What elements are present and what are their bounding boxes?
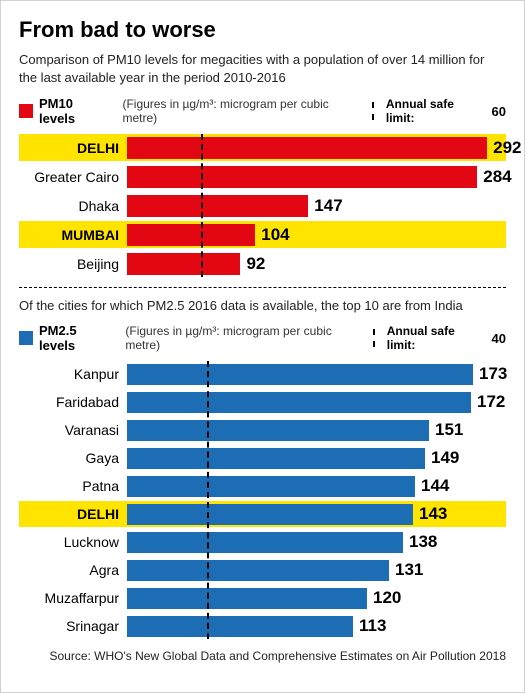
pm10-row: DELHI292 [19,134,506,161]
legend-separator [373,329,375,347]
pm10-bar [127,195,308,217]
pm10-bar-area: 147 [127,192,506,219]
pm25-bar [127,560,389,581]
pm25-bar-value: 173 [479,364,507,384]
pm25-row: Varanasi 151 [19,417,506,443]
pm25-bar [127,588,367,609]
pm25-row-label: Gaya [19,450,127,466]
pm25-row: Gaya 149 [19,445,506,471]
pm25-bar-value: 131 [395,560,423,580]
pm25-bar-value: 120 [373,588,401,608]
pm25-row-label: Muzaffarpur [19,590,127,606]
pm25-bar-area: 113 [127,613,506,639]
pm10-bar-area: 284 [127,163,512,190]
pm10-row: Dhaka 147 [19,192,506,219]
pm25-bar [127,420,429,441]
pm25-bar-area: 144 [127,473,506,499]
pm10-bar [127,166,477,188]
pm25-row: Agra 131 [19,557,506,583]
pm10-bar [127,224,255,246]
pm25-row: Muzaffarpur 120 [19,585,506,611]
pm25-bar-area: 149 [127,445,506,471]
pm25-row: Faridabad 172 [19,389,506,415]
pm10-legend-note: (Figures in µg/m³: microgram per cubic m… [122,97,365,125]
pm10-legend-label: PM10 levels [39,96,112,126]
pm10-bar-value: 292 [493,138,521,158]
pm10-color-swatch [19,104,33,118]
pm25-bar [127,392,471,413]
pm10-row-label: Beijing [19,256,127,272]
pm10-row-label: Dhaka [19,198,127,214]
pm25-row: Srinagar 113 [19,613,506,639]
pm25-bar [127,504,413,525]
pm10-row: Greater Cairo284 [19,163,506,190]
pm25-bar-value: 113 [359,616,386,636]
infographic-container: From bad to worse Comparison of PM10 lev… [0,0,525,693]
pm25-row-label: DELHI [19,506,127,522]
pm10-bar-value: 147 [314,196,342,216]
source-text: Source: WHO's New Global Data and Compre… [19,649,506,663]
pm25-bar-area: 120 [127,585,506,611]
section-divider [19,287,506,288]
pm25-row: Kanpur 173 [19,361,506,387]
pm25-color-swatch [19,331,33,345]
pm25-bar-value: 138 [409,532,437,552]
pm25-bar-value: 172 [477,392,505,412]
pm25-bar [127,364,473,385]
pm10-safe-label: Annual safe limit: [386,97,486,125]
pm25-safe-label: Annual safe limit: [387,324,486,352]
pm10-safe-limit-line [201,134,203,277]
pm25-chart: Kanpur 173 Faridabad 172 Varanasi 151 Gaya 149 P… [19,361,506,639]
pm25-safe-value: 40 [492,331,506,346]
pm25-row-label: Lucknow [19,534,127,550]
pm25-bar-area: 138 [127,529,506,555]
pm25-bar [127,616,353,637]
pm25-bar-value: 143 [419,504,447,524]
pm25-legend-note: (Figures in µg/m³: microgram per cubic m… [125,324,366,352]
pm10-bar-area: 104 [127,221,506,248]
pm25-row-label: Agra [19,562,127,578]
mid-description: Of the cities for which PM2.5 2016 data … [19,298,506,313]
pm10-bar-value: 284 [483,167,511,187]
pm25-row: Lucknow 138 [19,529,506,555]
pm10-bar-value: 104 [261,225,289,245]
pm25-row-label: Patna [19,478,127,494]
pm25-row: Patna 144 [19,473,506,499]
legend-separator [372,102,374,120]
pm25-bar [127,532,403,553]
pm25-bar-value: 149 [431,448,459,468]
pm25-bar-area: 143 [127,501,506,527]
pm10-row: Beijing 92 [19,250,506,277]
pm25-row-label: Varanasi [19,422,127,438]
pm25-bar-value: 144 [421,476,449,496]
pm10-legend: PM10 levels (Figures in µg/m³: microgram… [19,96,506,126]
page-subtitle: Comparison of PM10 levels for megacities… [19,51,506,86]
pm10-chart: DELHI292Greater Cairo284 Dhaka 147 MUMBAI 10… [19,134,506,277]
pm25-row-label: Kanpur [19,366,127,382]
pm10-safe-value: 60 [492,104,506,119]
pm10-bar-area: 292 [127,134,522,161]
pm25-bar [127,476,415,497]
pm10-bar [127,253,240,275]
pm25-row-label: Faridabad [19,394,127,410]
pm10-row-label: Greater Cairo [19,169,127,185]
pm25-legend-label: PM2.5 levels [39,323,115,353]
pm10-bar [127,137,487,159]
pm25-legend: PM2.5 levels (Figures in µg/m³: microgra… [19,323,506,353]
pm10-row-label: DELHI [19,140,127,156]
pm10-row-label: MUMBAI [19,227,127,243]
pm10-bar-area: 92 [127,250,506,277]
pm10-row: MUMBAI 104 [19,221,506,248]
pm25-bar-area: 173 [127,361,507,387]
pm25-bar-value: 151 [435,420,463,440]
pm25-bar-area: 172 [127,389,506,415]
pm25-bar-area: 151 [127,417,506,443]
pm25-bar-area: 131 [127,557,506,583]
page-title: From bad to worse [19,17,506,43]
pm10-bar-value: 92 [246,254,265,274]
pm25-safe-limit-line [207,361,209,639]
pm25-bar [127,448,425,469]
pm25-row: DELHI 143 [19,501,506,527]
pm25-row-label: Srinagar [19,618,127,634]
